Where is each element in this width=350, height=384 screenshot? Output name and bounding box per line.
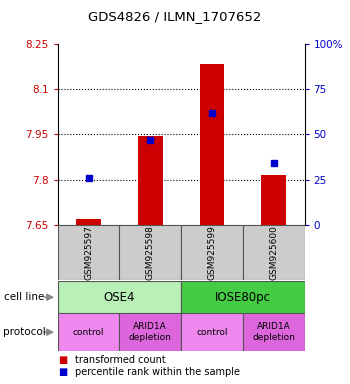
Text: control: control [73,328,104,337]
Bar [181,225,243,280]
Bar [243,225,304,280]
Text: protocol: protocol [4,327,46,337]
Text: OSE4: OSE4 [104,291,135,304]
Bar [181,281,304,313]
Text: ■: ■ [58,367,67,377]
Text: GSM925597: GSM925597 [84,225,93,280]
Bar [76,218,101,225]
Text: GDS4826 / ILMN_1707652: GDS4826 / ILMN_1707652 [88,10,262,23]
Text: GSM925598: GSM925598 [146,225,155,280]
Bar [119,225,181,280]
Text: GSM925599: GSM925599 [208,225,216,280]
Bar [261,175,286,225]
Bar [138,136,163,225]
Text: ARID1A
depletion: ARID1A depletion [252,323,295,342]
Bar [243,313,304,351]
Text: cell line: cell line [4,292,44,302]
Bar [58,313,119,351]
Text: ARID1A
depletion: ARID1A depletion [129,323,172,342]
Text: transformed count: transformed count [75,355,166,365]
Text: percentile rank within the sample: percentile rank within the sample [75,367,240,377]
Text: IOSE80pc: IOSE80pc [215,291,271,304]
Text: GSM925600: GSM925600 [269,225,278,280]
Text: control: control [196,328,228,337]
Bar [119,313,181,351]
Text: ■: ■ [58,355,67,365]
Bar [199,64,224,225]
Bar [58,281,181,313]
Bar [58,225,119,280]
Bar [181,313,243,351]
